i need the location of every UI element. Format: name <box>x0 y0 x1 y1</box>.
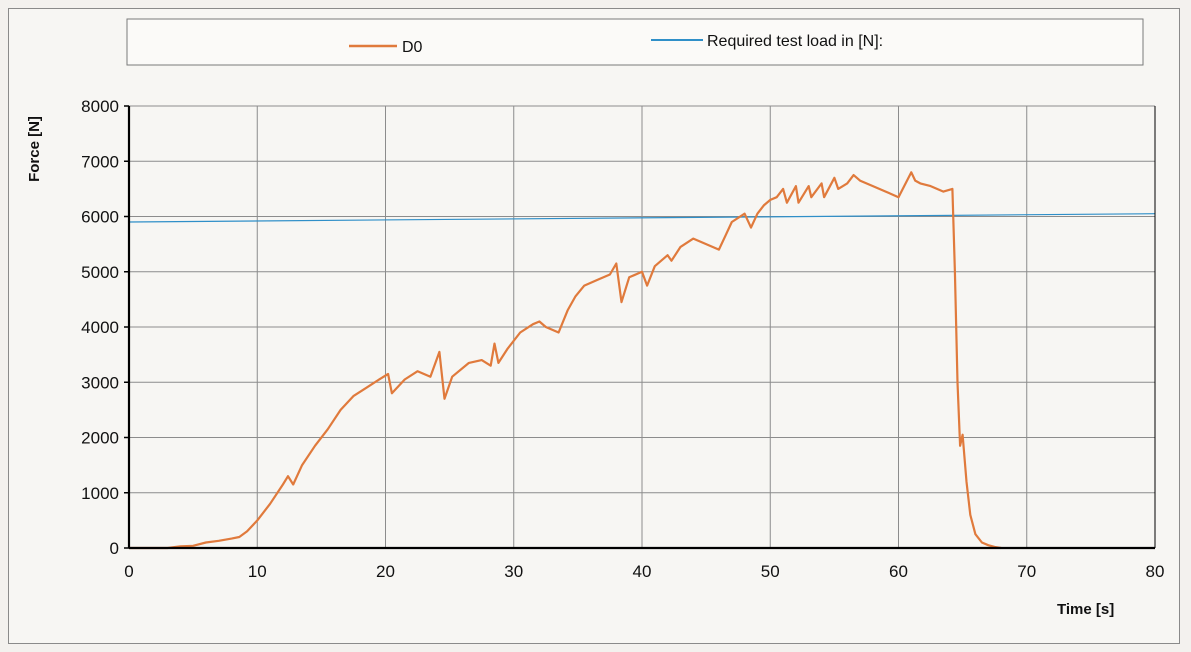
legend: D0 Required test load in [N]: <box>126 18 1144 66</box>
x-tick-label-50: 50 <box>761 562 780 581</box>
x-tick-label-80: 80 <box>1146 562 1165 581</box>
x-tick-labels: 0 10 20 30 40 50 60 70 80 <box>124 562 1164 581</box>
y-tick-label-6000: 6000 <box>81 208 119 227</box>
x-axis-title: Time [s] <box>1057 601 1114 618</box>
x-tick-label-20: 20 <box>376 562 395 581</box>
y-tick-label-1000: 1000 <box>81 484 119 503</box>
y-tick-label-4000: 4000 <box>81 318 119 337</box>
series-line-d0 <box>129 171 1002 550</box>
y-tick-label-5000: 5000 <box>81 263 119 282</box>
series-line-required-load <box>128 213 1156 223</box>
x-tick-label-70: 70 <box>1017 562 1036 581</box>
chart: D0 Required test load in [N]: 0 10 20 30 40 5… <box>26 18 1164 618</box>
y-tick-label-8000: 8000 <box>81 97 119 116</box>
y-tick-label-3000: 3000 <box>81 373 119 392</box>
y-tick-label-0: 0 <box>110 539 119 558</box>
x-tick-label-10: 10 <box>248 562 267 581</box>
legend-label-d0: D0 <box>402 39 423 56</box>
grid <box>129 105 1156 548</box>
legend-label-required-load: Required test load in [N]: <box>707 33 883 50</box>
axes <box>124 105 1156 550</box>
y-tick-label-7000: 7000 <box>81 152 119 171</box>
series-layer <box>128 171 1156 550</box>
y-axis-title: Force [N] <box>26 116 43 182</box>
chart-frame: D0 Required test load in [N]: 0 10 20 30 40 5… <box>8 8 1180 644</box>
x-tick-label-0: 0 <box>124 562 133 581</box>
x-tick-label-40: 40 <box>633 562 652 581</box>
y-tick-label-2000: 2000 <box>81 429 119 448</box>
x-tick-label-30: 30 <box>504 562 523 581</box>
x-tick-label-60: 60 <box>889 562 908 581</box>
y-tick-labels: 0 1000 2000 3000 4000 5000 6000 7000 8000 <box>81 97 119 558</box>
legend-box <box>126 18 1144 66</box>
